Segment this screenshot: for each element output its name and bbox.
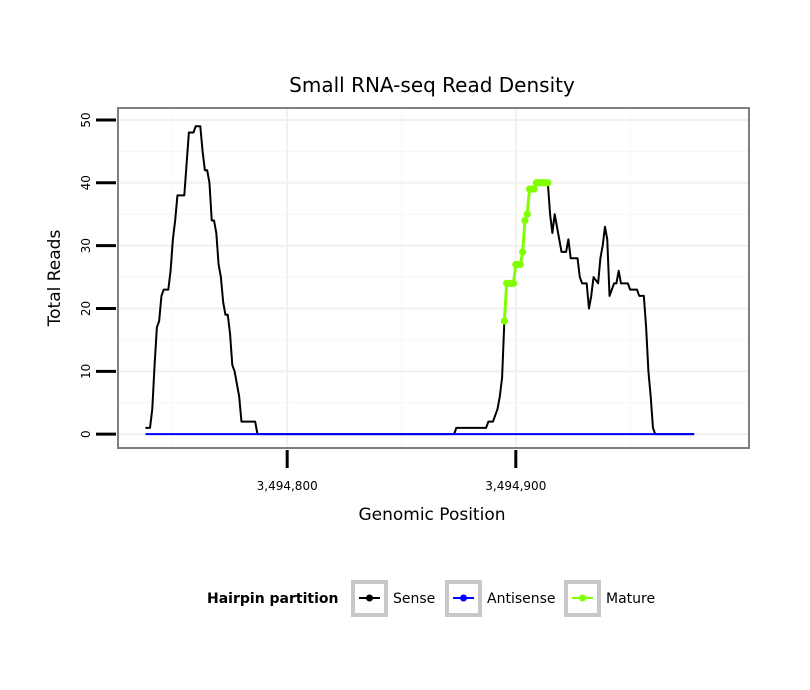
legend-key-point-mature — [579, 594, 586, 602]
plot-panel — [117, 107, 750, 449]
x-axis-title: Genomic Position — [358, 505, 505, 525]
legend-label-antisense: Antisense — [487, 591, 556, 607]
legend-title: Hairpin partition — [207, 591, 338, 607]
legend-label-sense: Sense — [393, 591, 435, 607]
y-axis: 0 10 20 30 40 50 — [79, 112, 116, 438]
x-axis: 3,494,800 3,494,900 — [257, 450, 546, 493]
data-point-mature — [516, 260, 524, 269]
data-point-mature — [519, 248, 527, 256]
y-tick-label: 10 — [79, 364, 93, 379]
y-tick-label: 20 — [79, 301, 93, 316]
data-point-mature — [521, 216, 529, 225]
data-point-mature — [509, 279, 518, 287]
legend-item-mature: Mature — [564, 580, 655, 617]
legend-item-sense: Sense — [351, 580, 435, 617]
plot-border — [117, 107, 750, 449]
legend-key-point-antisense — [460, 594, 467, 602]
y-tick-label: 30 — [79, 238, 93, 253]
x-tick-label: 3,494,800 — [257, 479, 318, 493]
data-point-mature — [500, 317, 508, 325]
y-tick-label: 40 — [79, 175, 93, 190]
series-points — [500, 179, 552, 325]
data-point-mature — [523, 210, 531, 218]
data-point-mature — [544, 179, 552, 187]
legend-item-antisense: Antisense — [445, 580, 556, 617]
mature-segment — [502, 281, 509, 323]
legend-key-point-sense — [366, 594, 373, 602]
y-axis-title: Total Reads — [45, 230, 65, 328]
mature-segment — [525, 187, 532, 216]
y-tick-label: 50 — [79, 112, 93, 127]
plot-background — [118, 108, 749, 448]
data-point-mature — [530, 185, 538, 193]
legend-label-mature: Mature — [606, 591, 655, 607]
chart-title: Small RNA-seq Read Density — [289, 73, 575, 97]
legend: Hairpin partition Sense Antisense Mature — [207, 580, 655, 617]
mature-segment — [521, 218, 527, 254]
x-tick-label: 3,494,900 — [485, 479, 546, 493]
y-tick-label: 0 — [79, 430, 93, 438]
